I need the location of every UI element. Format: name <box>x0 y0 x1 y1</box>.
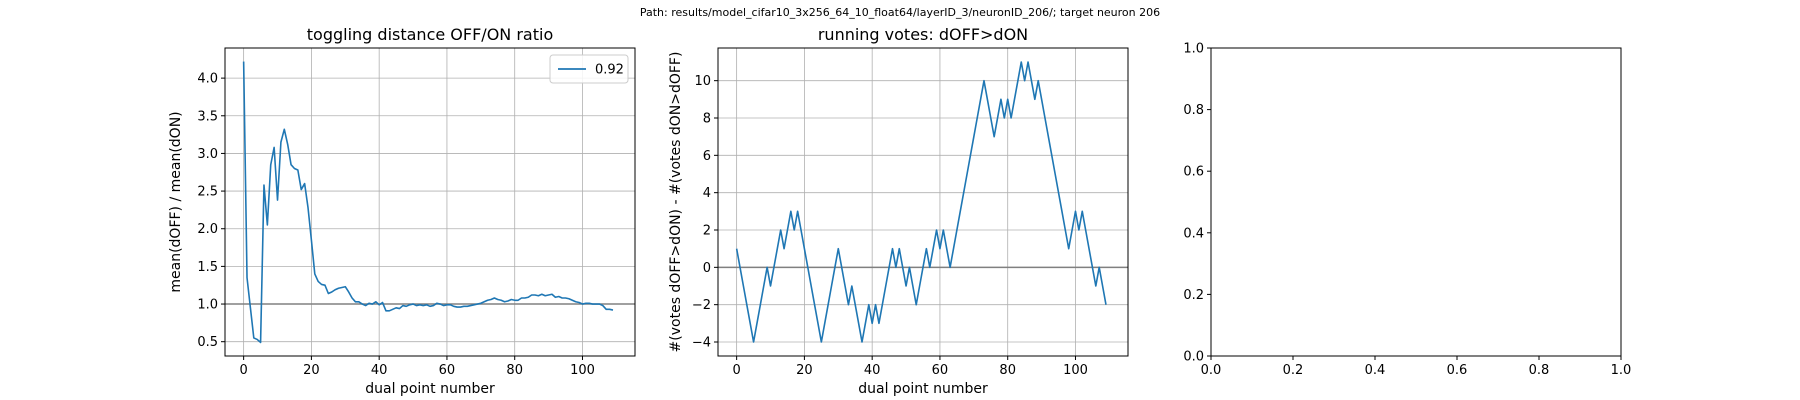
x-tick-label: 100 <box>1063 363 1088 378</box>
x-tick-label: 60 <box>932 363 949 378</box>
x-tick-label: 40 <box>371 363 388 378</box>
y-tick-label: −4 <box>692 336 711 351</box>
legend-box <box>549 54 629 84</box>
y-tick-label: 3.5 <box>197 109 218 124</box>
x-tick-label: 0.2 <box>1283 363 1304 378</box>
y-tick-label: 0.6 <box>1183 165 1204 180</box>
legend: 0.92 <box>549 54 629 84</box>
x-tick-label: 100 <box>570 363 595 378</box>
x-tick-label: 0 <box>239 363 247 378</box>
x-tick-label: 0.4 <box>1365 363 1386 378</box>
series-line-1 <box>242 61 614 344</box>
y-tick-label: 0.4 <box>1183 226 1204 241</box>
y-tick-label: 4 <box>703 186 711 201</box>
subplot-3: 0.0 0.2 0.4 0.6 0.8 1.0 0.0 0.2 0.4 0.6 0.8 1.0 <box>1183 42 1631 379</box>
y-tick-label: 3.0 <box>197 147 218 162</box>
x-tick-label: 0.6 <box>1447 363 1468 378</box>
axes-frame <box>1210 47 1622 357</box>
y-tick-label: 1.5 <box>197 260 218 275</box>
y-tick-label: 0.5 <box>197 335 218 350</box>
y-tick-label: 1.0 <box>197 298 218 313</box>
x-tick-label: 60 <box>439 363 456 378</box>
subplot-1: 0 20 40 60 80 100 0.5 1.0 1.5 2.0 2.5 3.0 3.5 4.0 togg… <box>168 25 636 397</box>
y-axis-label: #(votes dOFF>dON) - #(votes dON>dOFF) <box>668 52 684 353</box>
x-tick-label: 0.8 <box>1529 363 1550 378</box>
axes-title: toggling distance OFF/ON ratio <box>307 25 553 44</box>
axes-frame <box>224 47 636 357</box>
y-tick-label: 0.2 <box>1183 288 1204 303</box>
y-tick-label: 6 <box>703 149 711 164</box>
y-tick-label: 2 <box>703 224 711 239</box>
x-tick-label: 40 <box>864 363 881 378</box>
x-tick-label: 0.0 <box>1201 363 1222 378</box>
x-tick-label: 80 <box>506 363 523 378</box>
figure-suptitle: Path: results/model_cifar10_3x256_64_10_… <box>640 6 1160 19</box>
x-tick-label: 80 <box>999 363 1016 378</box>
x-axis-label: dual point number <box>858 381 988 397</box>
y-tick-label: 8 <box>703 112 711 127</box>
axes-title: running votes: dOFF>dON <box>818 25 1028 44</box>
x-tick-label: 20 <box>796 363 813 378</box>
x-axis-label: dual point number <box>365 381 495 397</box>
legend-entry-label: 0.92 <box>595 63 624 78</box>
subplots: 0 20 40 60 80 1000.51.01.52.02.53.03.54.0togg… <box>168 25 1631 397</box>
subplot-2: 0 20 40 60 80 100 −4 −2 0 2 4 6 8 10 running votes: dO… <box>668 25 1129 397</box>
x-tick-label: 20 <box>303 363 320 378</box>
y-tick-label: 4.0 <box>197 72 218 87</box>
y-tick-label: 0.0 <box>1183 350 1204 365</box>
y-tick-label: −2 <box>692 298 711 313</box>
y-tick-label: 0.8 <box>1183 103 1204 118</box>
x-tick-label: 0 <box>732 363 740 378</box>
x-tick-label: 1.0 <box>1611 363 1632 378</box>
y-tick-label: 2.0 <box>197 222 218 237</box>
series-line-1 <box>735 61 1107 343</box>
y-tick-label: 1.0 <box>1183 42 1204 57</box>
axes-frame <box>717 47 1129 357</box>
y-axis-label: mean(dOFF) / mean(dON) <box>168 111 184 292</box>
y-tick-label: 2.5 <box>197 185 218 200</box>
y-tick-label: 0 <box>703 261 711 276</box>
y-tick-label: 10 <box>694 74 711 89</box>
